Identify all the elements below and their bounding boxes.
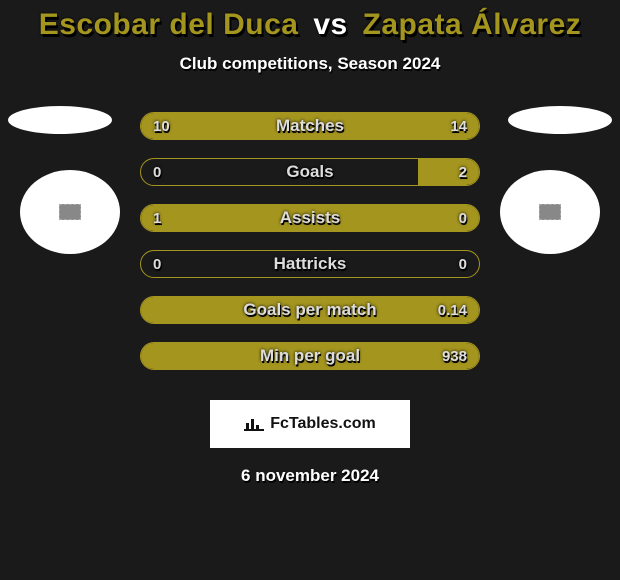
- comparison-stage: 1014Matches 02Goals 10Assists 00Hattricks 0.…: [0, 112, 620, 392]
- flag-icon-right: [539, 204, 561, 220]
- stat-row-goals-per-match: 0.14Goals per match: [140, 296, 480, 324]
- subtitle: Club competitions, Season 2024: [0, 54, 620, 74]
- stat-bars: 1014Matches 02Goals 10Assists 00Hattricks 0.…: [140, 112, 480, 370]
- stat-row-matches: 1014Matches: [140, 112, 480, 140]
- stat-row-min-per-goal: 938Min per goal: [140, 342, 480, 370]
- stat-row-hattricks: 00Hattricks: [140, 250, 480, 278]
- stat-label: Goals: [141, 159, 479, 185]
- attribution-badge: FcTables.com: [210, 400, 410, 448]
- stat-label: Goals per match: [141, 297, 479, 323]
- player-ball-right: [500, 170, 600, 254]
- date-stamp: 6 november 2024: [0, 466, 620, 486]
- stat-row-goals: 02Goals: [140, 158, 480, 186]
- stat-label: Min per goal: [141, 343, 479, 369]
- decor-ellipse-right: [508, 106, 612, 134]
- player-left-name: Escobar del Duca: [39, 8, 299, 41]
- title-connector: vs: [313, 8, 347, 41]
- decor-ellipse-left: [8, 106, 112, 134]
- stat-label: Assists: [141, 205, 479, 231]
- bar-chart-icon: [244, 417, 264, 431]
- stat-row-assists: 10Assists: [140, 204, 480, 232]
- flag-icon-left: [59, 204, 81, 220]
- stat-label: Hattricks: [141, 251, 479, 277]
- comparison-title: Escobar del Duca vs Zapata Álvarez: [0, 0, 620, 42]
- player-ball-left: [20, 170, 120, 254]
- attribution-text: FcTables.com: [270, 415, 376, 433]
- player-right-name: Zapata Álvarez: [363, 8, 582, 41]
- stat-label: Matches: [141, 113, 479, 139]
